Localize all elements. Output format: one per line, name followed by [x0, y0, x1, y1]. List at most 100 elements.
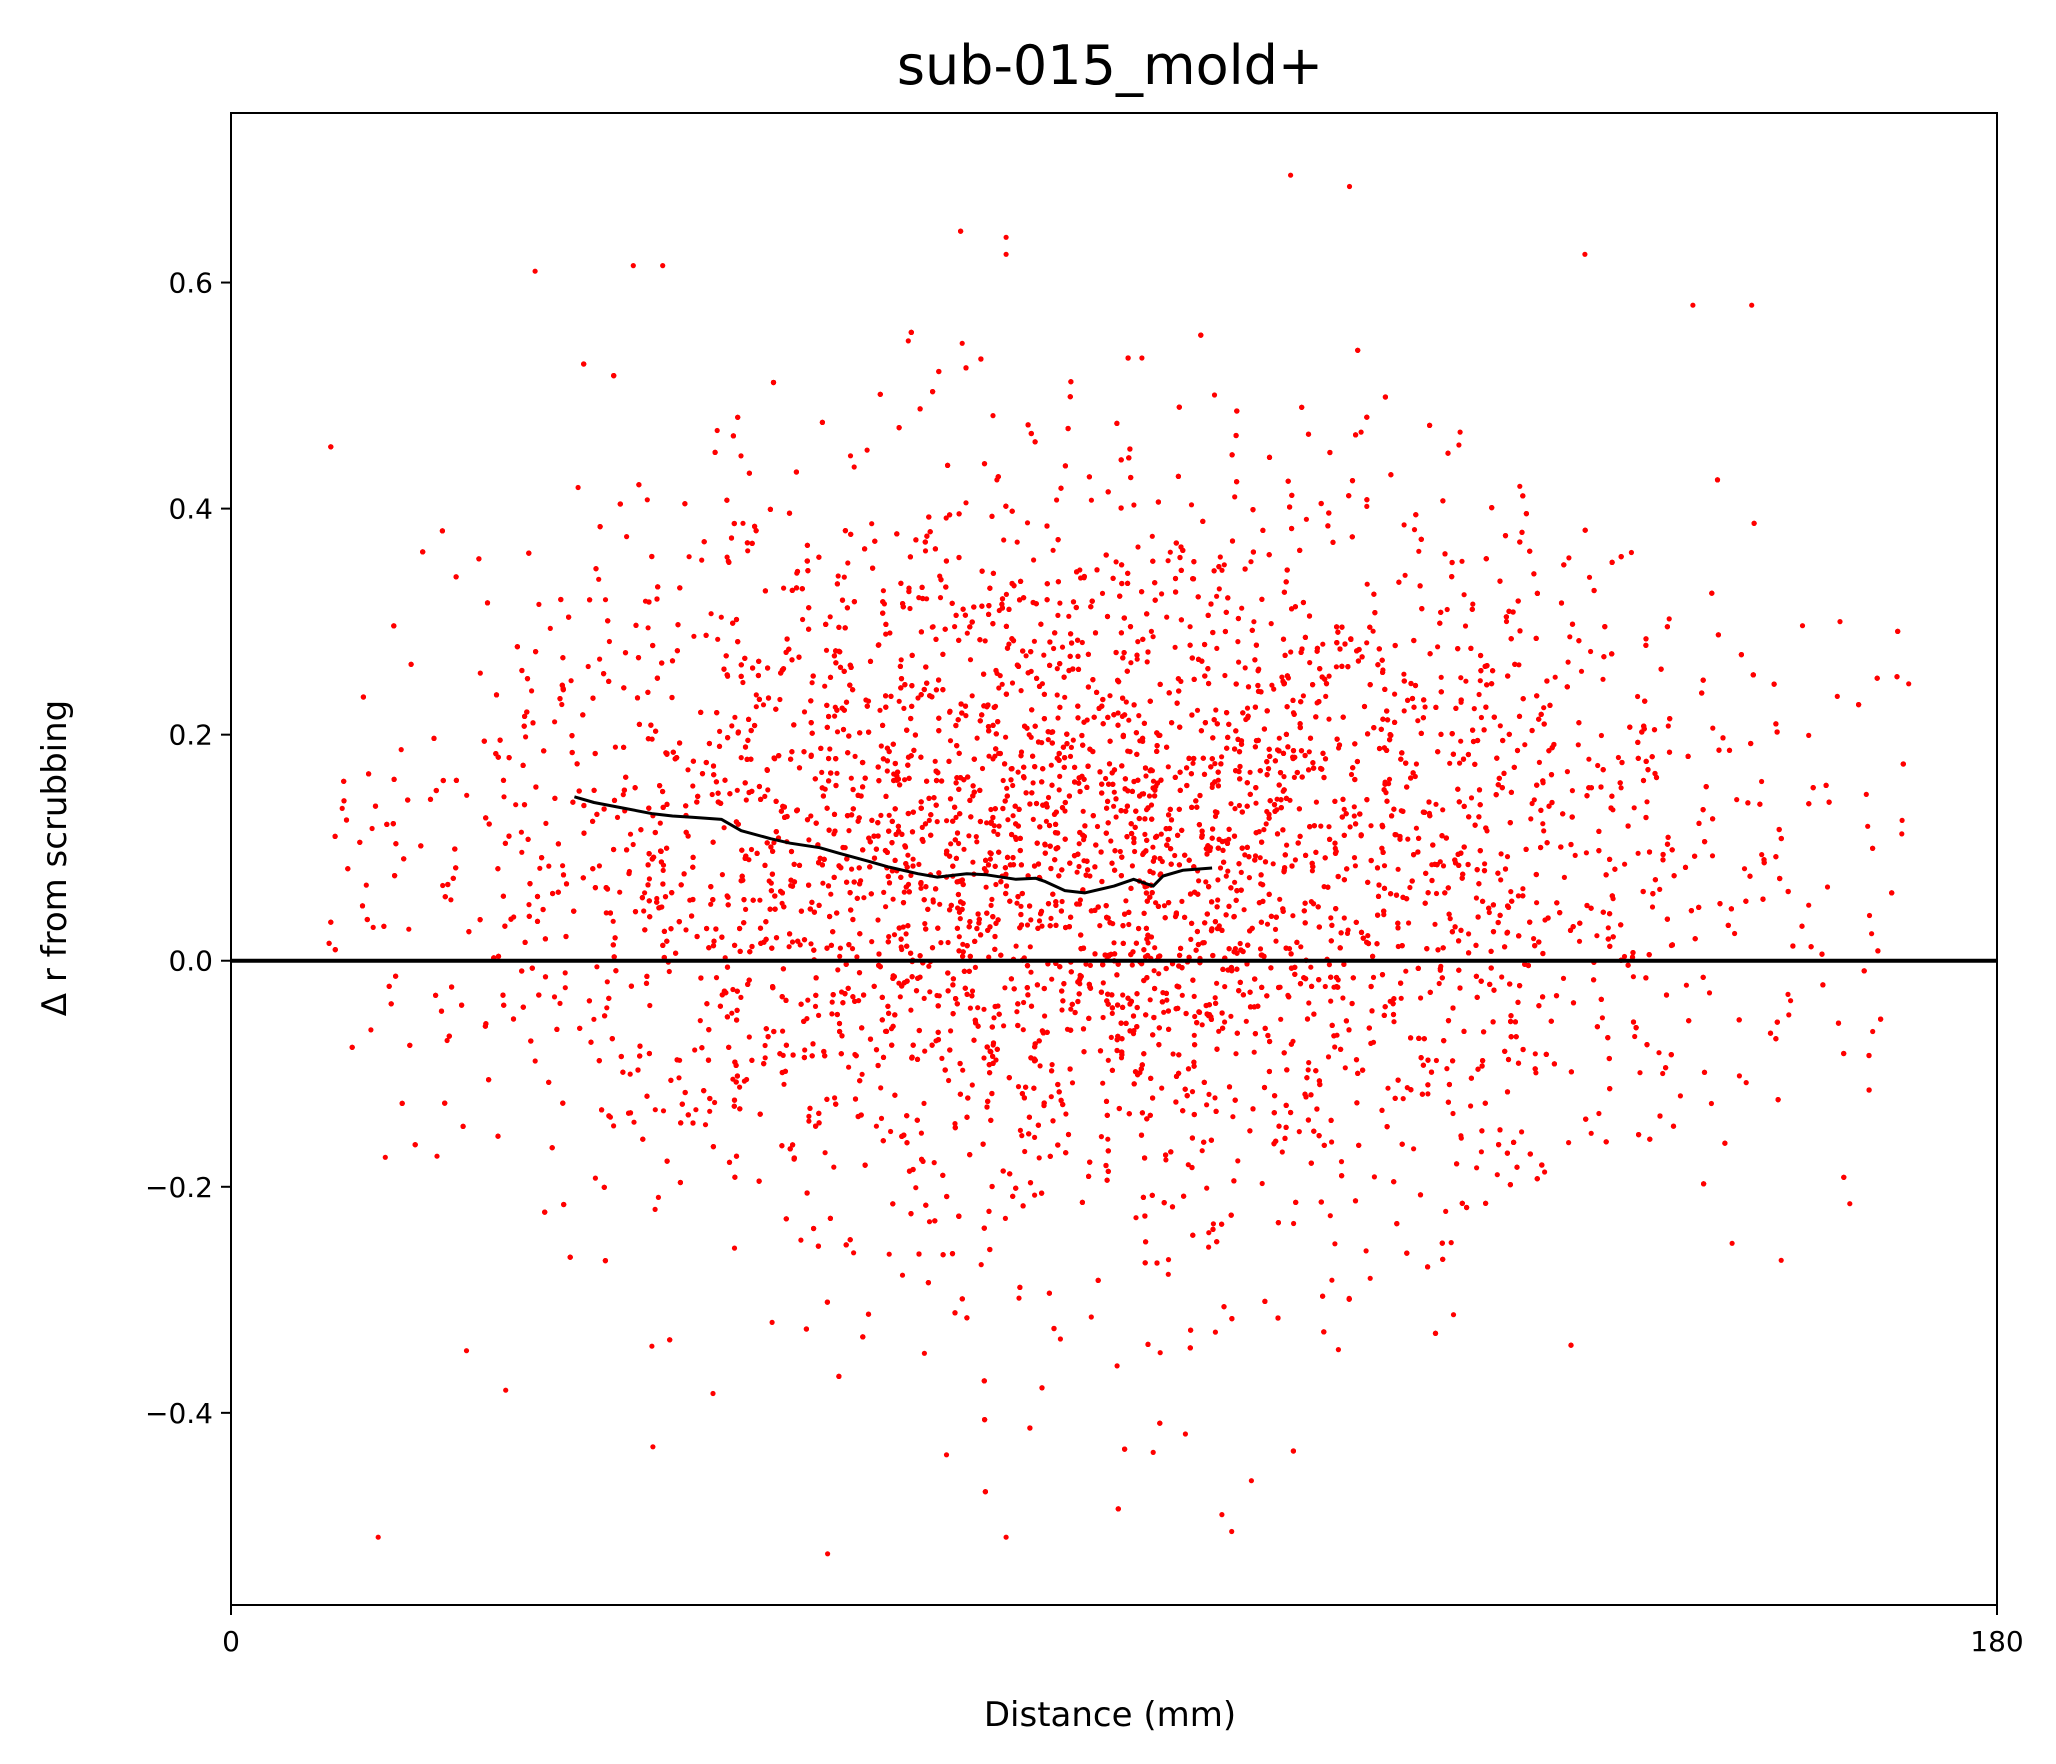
scatter-point — [699, 557, 705, 563]
chart-title: sub-015_mold+ — [897, 34, 1323, 97]
scatter-point — [1498, 851, 1504, 857]
scatter-point — [924, 596, 930, 602]
scatter-point — [1470, 601, 1476, 607]
scatter-point — [902, 777, 908, 783]
scatter-point — [1111, 789, 1117, 795]
scatter-point — [1199, 1148, 1205, 1154]
scatter-point — [1806, 902, 1812, 908]
scatter-point — [1057, 1336, 1063, 1342]
scatter-point — [1049, 1062, 1055, 1068]
scatter-point — [1215, 877, 1221, 883]
scatter-point — [1459, 558, 1465, 564]
scatter-point — [1435, 644, 1441, 650]
scatter-point — [536, 601, 542, 608]
scatter-point — [1212, 761, 1218, 767]
scatter-point — [1278, 1016, 1284, 1022]
scatter-point — [1367, 1275, 1373, 1281]
scatter-point — [934, 992, 940, 999]
scatter-point — [1402, 572, 1408, 578]
scatter-point — [806, 837, 812, 843]
scatter-point — [1212, 813, 1219, 820]
scatter-point — [1185, 1162, 1191, 1168]
scatter-point — [999, 681, 1005, 687]
scatter-point — [1644, 799, 1650, 805]
scatter-point — [1191, 1032, 1197, 1038]
scatter-point — [1351, 813, 1357, 819]
scatter-point — [1188, 502, 1195, 508]
scatter-point — [1478, 1149, 1484, 1155]
scatter-point — [1274, 796, 1280, 802]
scatter-point — [1062, 694, 1068, 700]
scatter-point — [1023, 653, 1029, 659]
scatter-point — [1150, 634, 1156, 640]
scatter-point — [1560, 975, 1567, 982]
scatter-point — [1531, 797, 1537, 803]
scatter-point — [1411, 527, 1418, 533]
scatter-point — [812, 1003, 819, 1010]
scatter-point — [712, 1099, 718, 1106]
scatter-point — [1351, 855, 1358, 861]
scatter-point — [1706, 990, 1713, 996]
scatter-point — [1015, 1084, 1022, 1090]
scatter-point — [884, 768, 890, 774]
scatter-point — [1291, 1220, 1297, 1227]
scatter-point — [1478, 714, 1484, 721]
scatter-point — [849, 866, 855, 872]
scatter-point — [809, 680, 815, 686]
scatter-point — [464, 792, 470, 798]
scatter-point — [883, 904, 889, 910]
scatter-point — [1017, 1127, 1024, 1133]
scatter-point — [591, 1016, 597, 1022]
scatter-point — [1865, 823, 1871, 829]
scatter-point — [990, 413, 996, 419]
scatter-point — [944, 818, 950, 824]
scatter-point — [1156, 971, 1162, 977]
scatter-point — [1212, 1095, 1218, 1101]
scatter-point — [1531, 936, 1537, 942]
scatter-point — [1385, 1085, 1391, 1091]
scatter-point — [686, 554, 692, 560]
scatter-point — [905, 338, 911, 344]
scatter-point — [1497, 723, 1503, 729]
scatter-point — [829, 1011, 835, 1017]
scatter-point — [1055, 715, 1061, 721]
scatter-point — [945, 939, 951, 946]
scatter-point — [1127, 749, 1133, 755]
scatter-point — [1152, 945, 1158, 951]
scatter-point — [644, 497, 650, 503]
scatter-point — [1329, 1277, 1335, 1283]
scatter-point — [886, 812, 892, 818]
scatter-point — [1170, 1051, 1176, 1057]
scatter-point — [1486, 909, 1492, 916]
scatter-point — [1516, 662, 1522, 668]
scatter-point — [1468, 1103, 1474, 1109]
scatter-point — [922, 548, 929, 554]
scatter-point — [926, 1219, 933, 1225]
scatter-point — [1191, 993, 1197, 1000]
scatter-point — [559, 701, 565, 708]
scatter-point — [604, 1005, 610, 1011]
scatter-point — [406, 926, 412, 932]
scatter-point — [1039, 923, 1045, 929]
scatter-point — [1037, 1063, 1043, 1069]
scatter-point — [1217, 554, 1223, 560]
scatter-point — [1051, 645, 1057, 652]
scatter-point — [1565, 659, 1571, 665]
scatter-point — [1134, 656, 1140, 662]
scatter-point — [938, 940, 944, 946]
scatter-point — [1364, 640, 1370, 646]
scatter-point — [789, 939, 796, 945]
scatter-point — [434, 1153, 440, 1159]
scatter-point — [1458, 675, 1464, 681]
scatter-point — [1083, 961, 1089, 967]
scatter-point — [1572, 852, 1578, 859]
scatter-point — [1003, 734, 1009, 740]
scatter-point — [1504, 854, 1511, 860]
scatter-point — [1458, 738, 1464, 744]
scatter-point — [1540, 821, 1546, 827]
scatter-point — [1268, 621, 1274, 627]
scatter-point — [1586, 756, 1592, 762]
scatter-point — [690, 783, 696, 789]
scatter-point — [1863, 791, 1869, 798]
